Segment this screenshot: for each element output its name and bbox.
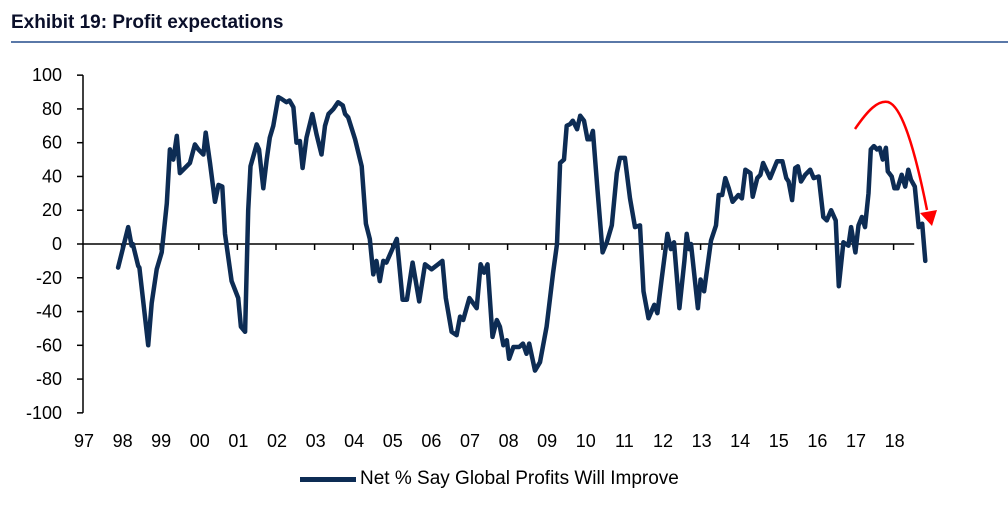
legend-label: Net % Say Global Profits Will Improve: [360, 468, 679, 489]
x-tick-label: 03: [306, 431, 326, 451]
x-tick-label: 06: [421, 431, 441, 451]
x-tick-label: 17: [846, 431, 866, 451]
x-tick-label: 11: [615, 431, 634, 451]
annotation-arrow: [853, 100, 937, 226]
x-tick-label: 08: [499, 431, 519, 451]
x-tick-label: 18: [885, 431, 905, 451]
legend: Net % Say Global Profits Will Improve: [300, 468, 679, 490]
x-tick-label: 09: [537, 431, 557, 451]
title-divider: [11, 41, 1008, 43]
x-tick-label: 04: [344, 431, 364, 451]
series-line-net-profits: [115, 94, 928, 373]
x-tick-label: 00: [190, 431, 210, 451]
y-tick-label: -20: [36, 268, 62, 288]
x-tick-label: 10: [576, 431, 596, 451]
y-tick-label: 40: [42, 166, 62, 186]
x-tick-label: 97: [74, 431, 94, 451]
x-tick-label: 13: [692, 431, 712, 451]
x-tick-label: 07: [460, 431, 480, 451]
y-tick-label: 100: [32, 65, 62, 85]
x-tick-label: 02: [267, 431, 287, 451]
y-tick-label: -100: [26, 403, 62, 423]
legend-swatch: [300, 476, 356, 482]
y-tick-label: -80: [36, 369, 62, 389]
x-tick-label: 99: [151, 431, 171, 451]
x-tick-label: 12: [653, 431, 673, 451]
y-tick-label: 60: [42, 133, 62, 153]
annotation-arrow-head: [920, 210, 937, 226]
y-tick-label: -40: [36, 302, 62, 322]
x-tick-label: 98: [113, 431, 133, 451]
y-tick-label: 20: [42, 200, 62, 220]
chart-title: Exhibit 19: Profit expectations: [11, 12, 284, 33]
x-tick-label: 01: [228, 431, 248, 451]
x-tick-label: 16: [807, 431, 827, 451]
annotation-arrow-curve: [853, 100, 929, 211]
y-tick-label: -60: [36, 335, 62, 355]
x-tick-label: 05: [383, 431, 403, 451]
x-tick-label: 15: [769, 431, 789, 451]
y-tick-label: 0: [52, 234, 62, 254]
y-tick-label: 80: [42, 99, 62, 119]
x-tick-label: 14: [730, 431, 750, 451]
